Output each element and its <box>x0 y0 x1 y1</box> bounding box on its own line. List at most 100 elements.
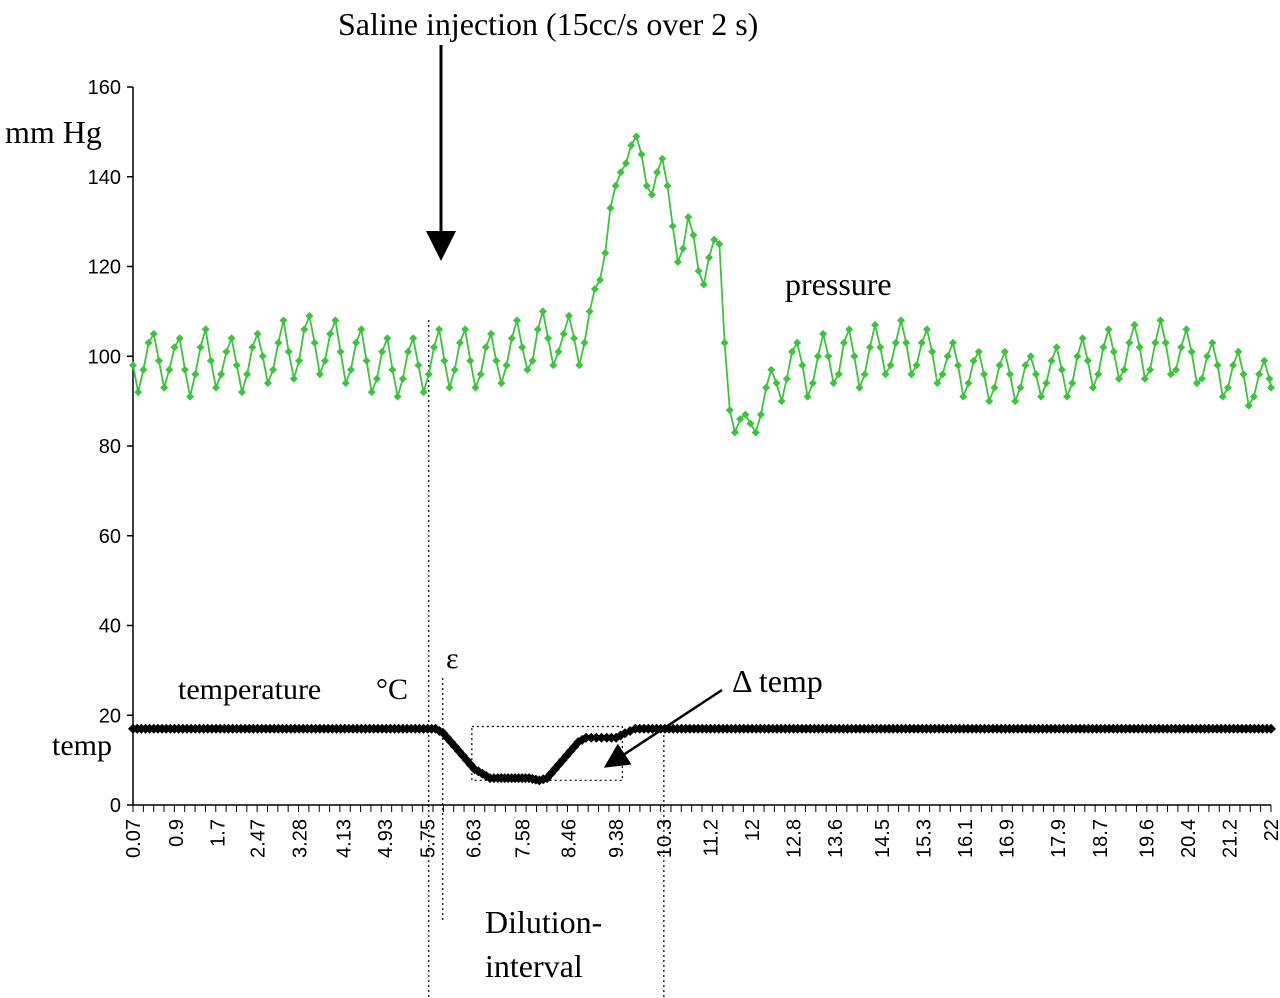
pressure-point <box>191 370 200 379</box>
temperature-point <box>1266 723 1276 734</box>
pressure-point <box>1249 392 1258 401</box>
pressure-point <box>321 356 330 365</box>
pressure-point <box>212 383 221 392</box>
pressure-point <box>362 356 371 365</box>
pressure-point <box>730 428 739 437</box>
pressure-point <box>492 356 501 365</box>
x-ticks: 0.07 0.9 1.7 2.47 3.28 4.13 4.93 5.75 6.63 7.58 8.… <box>123 805 1280 858</box>
pressure-point <box>1218 392 1227 401</box>
pressure-point <box>653 168 662 177</box>
pressure-point <box>1213 361 1222 370</box>
pressure-point <box>507 334 516 343</box>
pressure-point <box>1073 352 1082 361</box>
pressure-point <box>1057 365 1066 374</box>
pressure-point <box>263 379 272 388</box>
pressure-point <box>1267 383 1275 392</box>
x-tick-label: 1.7 <box>208 819 230 847</box>
pressure-point <box>222 347 231 356</box>
pressure-point <box>829 379 838 388</box>
pressure-point <box>1068 379 1077 388</box>
pressure-point <box>772 379 781 388</box>
pressure-point <box>912 361 921 370</box>
x-tick-label: 11.2 <box>701 819 723 856</box>
pressure-point <box>865 343 874 352</box>
x-tick-label: 6.63 <box>463 819 485 858</box>
pressure-point <box>445 383 454 392</box>
pressure-point <box>424 370 433 379</box>
pressure-point <box>980 370 989 379</box>
x-tick-label: 22 <box>1261 819 1280 841</box>
delta-temp-arrow <box>603 688 723 768</box>
pressure-point <box>798 361 807 370</box>
pressure-point <box>186 392 195 401</box>
degc-label: °C <box>376 673 408 706</box>
pressure-point <box>165 365 174 374</box>
temperature-label: temperature <box>178 673 321 706</box>
pressure-point <box>715 240 724 249</box>
delta-temp-label: Δ temp <box>732 663 823 699</box>
pressure-point <box>170 343 179 352</box>
x-tick-label: 12.8 <box>784 819 806 858</box>
y-tick-label: 160 <box>88 77 121 99</box>
pressure-point <box>331 316 340 325</box>
pressure-point <box>357 325 366 334</box>
pressure-point <box>819 329 828 338</box>
pressure-point <box>1197 374 1206 383</box>
pressure-point <box>518 343 527 352</box>
pressure-point <box>471 383 480 392</box>
pressure-point <box>409 334 418 343</box>
pressure-point <box>995 361 1004 370</box>
pressure-point <box>813 352 822 361</box>
pressure-point <box>606 204 615 213</box>
pressure-point <box>523 365 532 374</box>
pressure-point <box>1182 325 1191 334</box>
pressure-point <box>601 249 610 258</box>
pressure-point <box>1047 356 1056 365</box>
pressure-point <box>279 316 288 325</box>
pressure-point <box>393 392 402 401</box>
pressure-point <box>1172 365 1181 374</box>
pressure-point <box>756 410 765 419</box>
pressure-point <box>684 213 693 222</box>
pressure-point <box>253 329 262 338</box>
pressure-point <box>839 338 848 347</box>
pressure-point <box>782 374 791 383</box>
pressure-point <box>243 370 252 379</box>
pressure-point <box>346 365 355 374</box>
pressure-point <box>476 370 485 379</box>
temperature-point <box>591 732 602 743</box>
x-tick-label: 15.3 <box>913 819 935 858</box>
pressure-point <box>450 365 459 374</box>
pressure-point <box>1223 383 1232 392</box>
pressure-point <box>720 338 729 347</box>
pressure-point <box>502 361 511 370</box>
pressure-point <box>1151 338 1160 347</box>
pressure-point <box>632 132 641 141</box>
pressure-point <box>621 159 630 168</box>
pressure-point <box>808 379 817 388</box>
y-tick-label: 100 <box>88 346 121 368</box>
pressure-point <box>933 379 942 388</box>
pressure-point <box>897 316 906 325</box>
pressure-point <box>289 374 298 383</box>
pressure-point <box>315 370 324 379</box>
pressure-point <box>559 329 568 338</box>
pressure-point <box>429 343 438 352</box>
x-tick-label: 10.3 <box>654 819 676 858</box>
pressure-point <box>1166 370 1175 379</box>
y-tick-label: 20 <box>99 705 121 727</box>
pressure-point <box>871 320 880 329</box>
pressure-point <box>326 329 335 338</box>
x-tick-label: 21.2 <box>1219 819 1241 858</box>
pressure-point <box>637 150 646 159</box>
x-tick-label: 8.46 <box>558 819 580 858</box>
pressure-point <box>699 280 708 289</box>
pressure-point <box>144 338 153 347</box>
pressure-point <box>1104 325 1113 334</box>
pressure-point <box>1177 343 1186 352</box>
pressure-label: pressure <box>785 266 892 302</box>
pressure-point <box>383 334 392 343</box>
temperature-point <box>586 732 597 743</box>
pressure-point <box>461 325 470 334</box>
